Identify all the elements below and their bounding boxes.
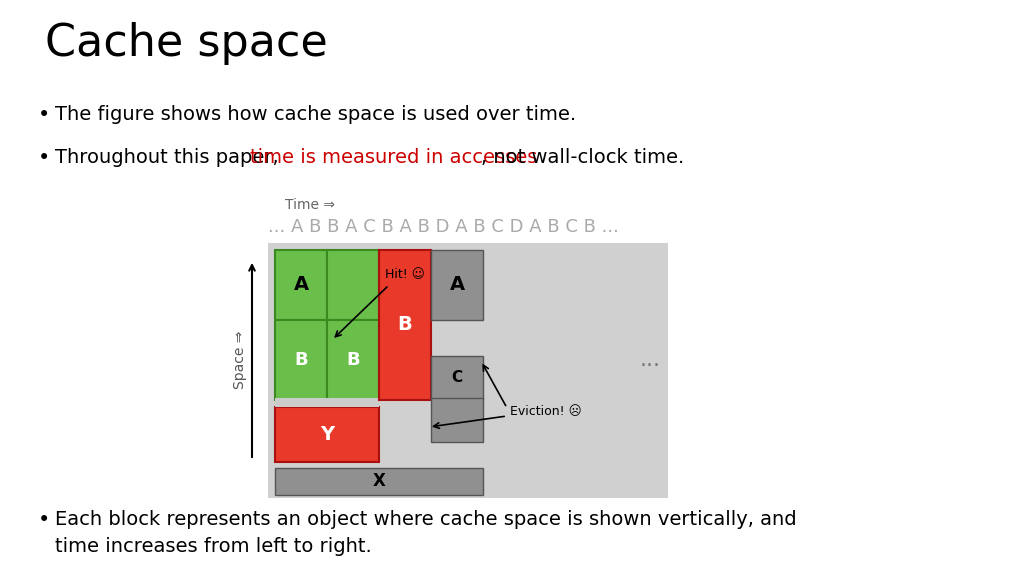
Bar — [268, 243, 668, 498]
Text: Hit! ☺: Hit! ☺ — [385, 268, 425, 281]
Text: •: • — [38, 148, 50, 168]
Text: Time ⇒: Time ⇒ — [285, 198, 335, 212]
Text: Eviction! ☹: Eviction! ☹ — [510, 406, 582, 419]
Text: •: • — [38, 510, 50, 530]
Text: Each block represents an object where cache space is shown vertically, and: Each block represents an object where ca… — [55, 510, 797, 529]
Text: Throughout this paper,: Throughout this paper, — [55, 148, 285, 167]
Text: time is measured in accesses: time is measured in accesses — [250, 148, 538, 167]
Text: ... A B B A C B A B D A B C D A B C B ...: ... A B B A C B A B D A B C D A B C B ..… — [268, 218, 618, 236]
Bar — [327, 320, 379, 400]
Bar — [431, 250, 483, 320]
Bar — [275, 320, 327, 400]
Text: , not wall-clock time.: , not wall-clock time. — [481, 148, 684, 167]
Text: B: B — [397, 316, 413, 335]
Bar — [431, 356, 483, 400]
Bar — [431, 398, 483, 442]
Bar — [379, 250, 431, 400]
Text: ...: ... — [640, 350, 662, 370]
Text: Space ⇒: Space ⇒ — [233, 331, 247, 389]
Text: A: A — [294, 275, 308, 294]
Text: B: B — [294, 351, 308, 369]
Bar — [275, 468, 483, 495]
Bar — [275, 398, 379, 407]
Text: X: X — [373, 472, 385, 491]
Text: Cache space: Cache space — [45, 22, 328, 65]
Text: A: A — [450, 275, 465, 294]
Text: •: • — [38, 105, 50, 125]
Text: time increases from left to right.: time increases from left to right. — [55, 537, 372, 556]
Bar — [327, 250, 379, 320]
Text: C: C — [452, 370, 463, 385]
Text: Y: Y — [319, 425, 334, 444]
Bar — [275, 407, 379, 462]
Text: B: B — [346, 351, 359, 369]
Bar — [275, 250, 327, 320]
Text: The figure shows how cache space is used over time.: The figure shows how cache space is used… — [55, 105, 577, 124]
